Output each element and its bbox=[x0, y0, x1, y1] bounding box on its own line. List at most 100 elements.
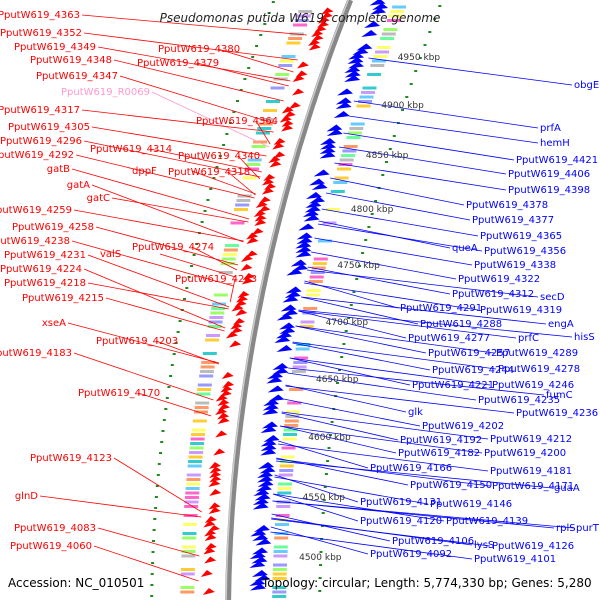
reverse-gene-arrow bbox=[311, 183, 328, 190]
tick-mark bbox=[385, 161, 388, 163]
cog-feature bbox=[376, 46, 391, 49]
cog-feature bbox=[306, 289, 321, 292]
forward-gene-arrow bbox=[308, 43, 321, 51]
reverse-gene-arrow bbox=[295, 250, 312, 258]
tick-mark bbox=[263, 23, 267, 25]
leader-line bbox=[149, 148, 262, 173]
tick-mark bbox=[190, 265, 194, 267]
cog-feature bbox=[318, 239, 332, 243]
forward-gene-arrow bbox=[225, 331, 238, 339]
cog-feature bbox=[186, 482, 200, 486]
forward-gene-arrow bbox=[295, 70, 308, 78]
forward-gene-arrow bbox=[202, 588, 215, 595]
cog-feature bbox=[302, 311, 317, 315]
leader-line bbox=[91, 184, 244, 243]
reverse-gene-arrow bbox=[249, 579, 266, 586]
tick-mark bbox=[155, 485, 159, 487]
leader-line bbox=[191, 170, 256, 195]
reverse-gene-arrow bbox=[249, 552, 266, 559]
cog-feature bbox=[188, 460, 203, 463]
cog-feature bbox=[275, 523, 289, 526]
reverse-gene-arrow bbox=[272, 367, 289, 375]
leader-line bbox=[318, 220, 451, 249]
backbone-circle bbox=[225, 0, 354, 600]
leader-line bbox=[274, 476, 429, 505]
cog-feature bbox=[273, 550, 288, 553]
cog-feature bbox=[186, 478, 201, 481]
cog-feature bbox=[281, 446, 296, 450]
tick-mark bbox=[324, 473, 328, 475]
forward-gene-arrow bbox=[317, 16, 330, 24]
tick-mark bbox=[342, 343, 346, 345]
tick-mark bbox=[374, 200, 378, 202]
cog-feature bbox=[197, 388, 212, 391]
gene-label: PputW619_4365 bbox=[480, 231, 562, 242]
forward-gene-arrow bbox=[253, 210, 266, 217]
leader-line bbox=[255, 120, 271, 145]
tick-mark bbox=[195, 243, 199, 245]
cog-feature bbox=[284, 419, 299, 423]
cog-feature bbox=[383, 28, 398, 31]
forward-gene-arrow bbox=[215, 430, 228, 438]
gene-label: PputW619_4277 bbox=[408, 333, 490, 344]
leader-line bbox=[307, 266, 451, 295]
tick-mark bbox=[358, 265, 362, 267]
gene-label: PputW619_4166 bbox=[370, 463, 452, 474]
gene-label: PputW619_4289 bbox=[496, 348, 578, 359]
gene-label: PputW619_4274 bbox=[132, 242, 214, 253]
cog-feature bbox=[221, 257, 236, 261]
cog-feature bbox=[272, 595, 287, 598]
reverse-gene-arrow bbox=[326, 129, 343, 136]
forward-gene-arrow bbox=[217, 412, 230, 420]
gene-label: PputW619_4349 bbox=[14, 42, 96, 53]
leader-line bbox=[295, 325, 427, 354]
cog-feature bbox=[312, 262, 327, 265]
cog-feature bbox=[197, 383, 212, 387]
forward-gene-arrow bbox=[311, 34, 324, 42]
tick-mark bbox=[150, 595, 154, 597]
cog-feature bbox=[298, 10, 313, 13]
leader-line bbox=[289, 357, 411, 386]
cog-feature bbox=[188, 455, 203, 459]
cog-feature bbox=[303, 307, 318, 310]
forward-gene-arrow bbox=[283, 111, 296, 118]
reverse-gene-arrow bbox=[282, 295, 299, 303]
leader-line bbox=[287, 372, 477, 401]
leader-line bbox=[191, 246, 238, 271]
leader-line bbox=[151, 91, 270, 148]
gene-label: PputW619_4257 bbox=[428, 348, 510, 359]
cog-feature bbox=[234, 208, 248, 211]
forward-gene-arrow bbox=[317, 21, 330, 28]
leader-line bbox=[279, 425, 483, 454]
leader-line bbox=[348, 115, 539, 144]
gene-label: PputW619_4192 bbox=[400, 435, 482, 446]
gene-label: PputW619_4288 bbox=[420, 319, 502, 330]
gene-label: glnD bbox=[15, 491, 38, 502]
cog-feature bbox=[213, 293, 228, 297]
cog-feature bbox=[367, 73, 382, 76]
reverse-gene-arrow bbox=[257, 471, 274, 478]
reverse-gene-arrow bbox=[356, 43, 373, 51]
cog-feature bbox=[185, 487, 200, 490]
reverse-gene-arrow bbox=[258, 462, 275, 469]
cog-feature bbox=[206, 334, 220, 337]
leader-line bbox=[311, 251, 457, 280]
genome-backbone bbox=[225, 0, 354, 600]
gene-label: PputW619_4314 bbox=[90, 144, 172, 155]
cog-feature bbox=[185, 491, 200, 495]
reverse-gene-arrow bbox=[348, 52, 365, 60]
tick-mark bbox=[152, 529, 156, 531]
cog-feature bbox=[386, 19, 401, 22]
reverse-gene-arrow bbox=[319, 151, 336, 159]
cog-feature bbox=[284, 424, 299, 427]
reverse-gene-arrow bbox=[335, 97, 352, 105]
cog-feature bbox=[236, 199, 251, 202]
cog-feature bbox=[253, 140, 268, 144]
cog-feature bbox=[295, 347, 310, 351]
reverse-gene-arrow bbox=[251, 570, 268, 577]
reverse-gene-arrow bbox=[250, 529, 267, 537]
cog-feature bbox=[300, 320, 315, 324]
gene-label: PputW619_4259 bbox=[0, 205, 72, 216]
gene-label: PputW619_4150 bbox=[410, 480, 492, 491]
